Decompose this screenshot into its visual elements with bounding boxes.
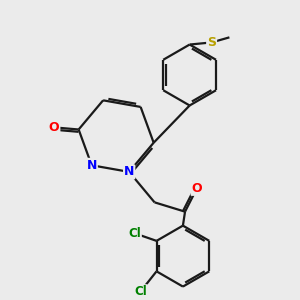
Text: O: O bbox=[49, 121, 59, 134]
Text: N: N bbox=[124, 165, 134, 178]
Text: N: N bbox=[86, 159, 97, 172]
Text: S: S bbox=[207, 36, 216, 49]
Text: O: O bbox=[192, 182, 202, 195]
Text: Cl: Cl bbox=[128, 227, 141, 240]
Text: Cl: Cl bbox=[134, 285, 147, 298]
